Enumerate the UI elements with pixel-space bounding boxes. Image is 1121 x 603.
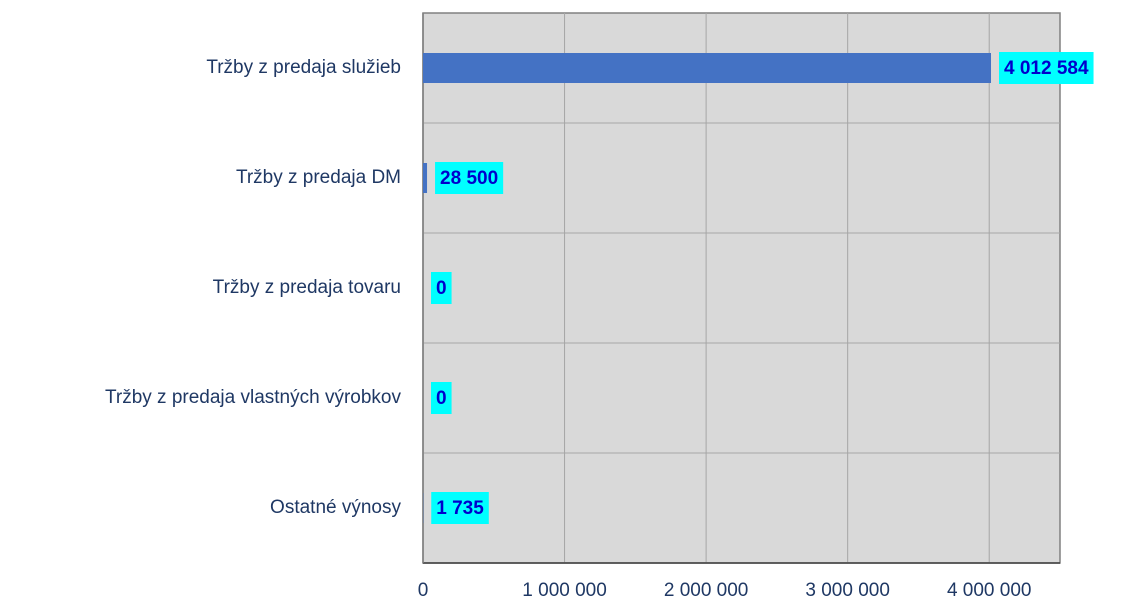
value-label: 1 735	[436, 498, 484, 519]
value-label: 4 012 584	[1004, 58, 1089, 79]
value-label: 28 500	[440, 168, 498, 189]
y-tick-label: Ostatné výnosy	[270, 497, 401, 518]
plot-area	[422, 12, 1061, 564]
y-tick-label: Tržby z predaja DM	[236, 167, 401, 188]
x-tick-label: 4 000 000	[947, 580, 1032, 601]
value-label-box	[999, 52, 1094, 84]
y-tick-label: Tržby z predaja tovaru	[213, 277, 401, 298]
bar	[423, 53, 992, 83]
x-tick-label: 1 000 000	[522, 580, 607, 601]
value-label-box	[431, 272, 452, 304]
value-label-box	[431, 492, 489, 524]
bar	[423, 163, 428, 193]
x-tick-label: 3 000 000	[805, 580, 890, 601]
y-tick-label: Tržby z predaja služieb	[206, 57, 401, 78]
value-label-box	[435, 162, 504, 194]
x-tick-label: 2 000 000	[664, 580, 749, 601]
value-label: 0	[436, 388, 447, 409]
x-tick-label: 0	[418, 580, 429, 601]
value-label-box	[431, 382, 452, 414]
y-tick-label: Tržby z predaja vlastných výrobkov	[105, 387, 402, 408]
value-label: 0	[436, 278, 447, 299]
